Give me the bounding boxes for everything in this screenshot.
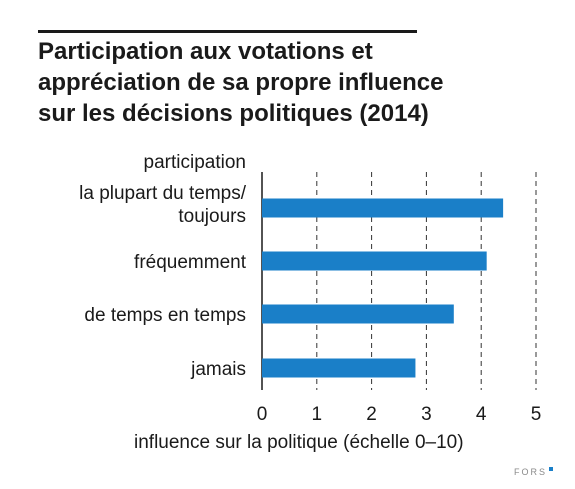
- credit-text: FORS: [513, 467, 547, 477]
- credit-logo: FORS: [514, 467, 553, 477]
- bars: [262, 198, 504, 378]
- chart-title: Participation aux votations et appréciat…: [38, 36, 558, 129]
- top-rule: [38, 30, 417, 33]
- title-line-1: Participation aux votations et: [38, 38, 373, 65]
- x-tick-0: 0: [257, 404, 268, 425]
- y-axis-label: participation: [144, 152, 246, 173]
- x-axis-label: influence sur la politique (échelle 0–10…: [134, 432, 464, 453]
- category-label-1-0: fréquemment: [134, 252, 247, 273]
- x-tick-2: 2: [366, 404, 377, 425]
- bar-2: [262, 304, 454, 324]
- x-tick-5: 5: [531, 404, 542, 425]
- category-label-0-0: la plupart du temps/: [79, 183, 247, 204]
- x-tick-1: 1: [312, 404, 323, 425]
- title-line-3: sur les décisions politiques (2014): [38, 100, 429, 127]
- title-line-2: appréciation de sa propre influence: [38, 69, 444, 96]
- x-tick-3: 3: [421, 404, 432, 425]
- category-label-0-1: toujours: [178, 206, 246, 227]
- bar-3: [262, 358, 416, 378]
- x-tick-labels: 0 1 2 3 4 5: [257, 404, 542, 425]
- bar-0: [262, 198, 504, 218]
- category-label-2-0: de temps en temps: [84, 305, 246, 326]
- category-label-3-0: jamais: [190, 359, 246, 380]
- category-labels: la plupart du temps/toujours fréquemment d…: [79, 183, 247, 380]
- credit-dot-icon: [549, 467, 553, 471]
- bar-1: [262, 251, 487, 271]
- x-tick-4: 4: [476, 404, 487, 425]
